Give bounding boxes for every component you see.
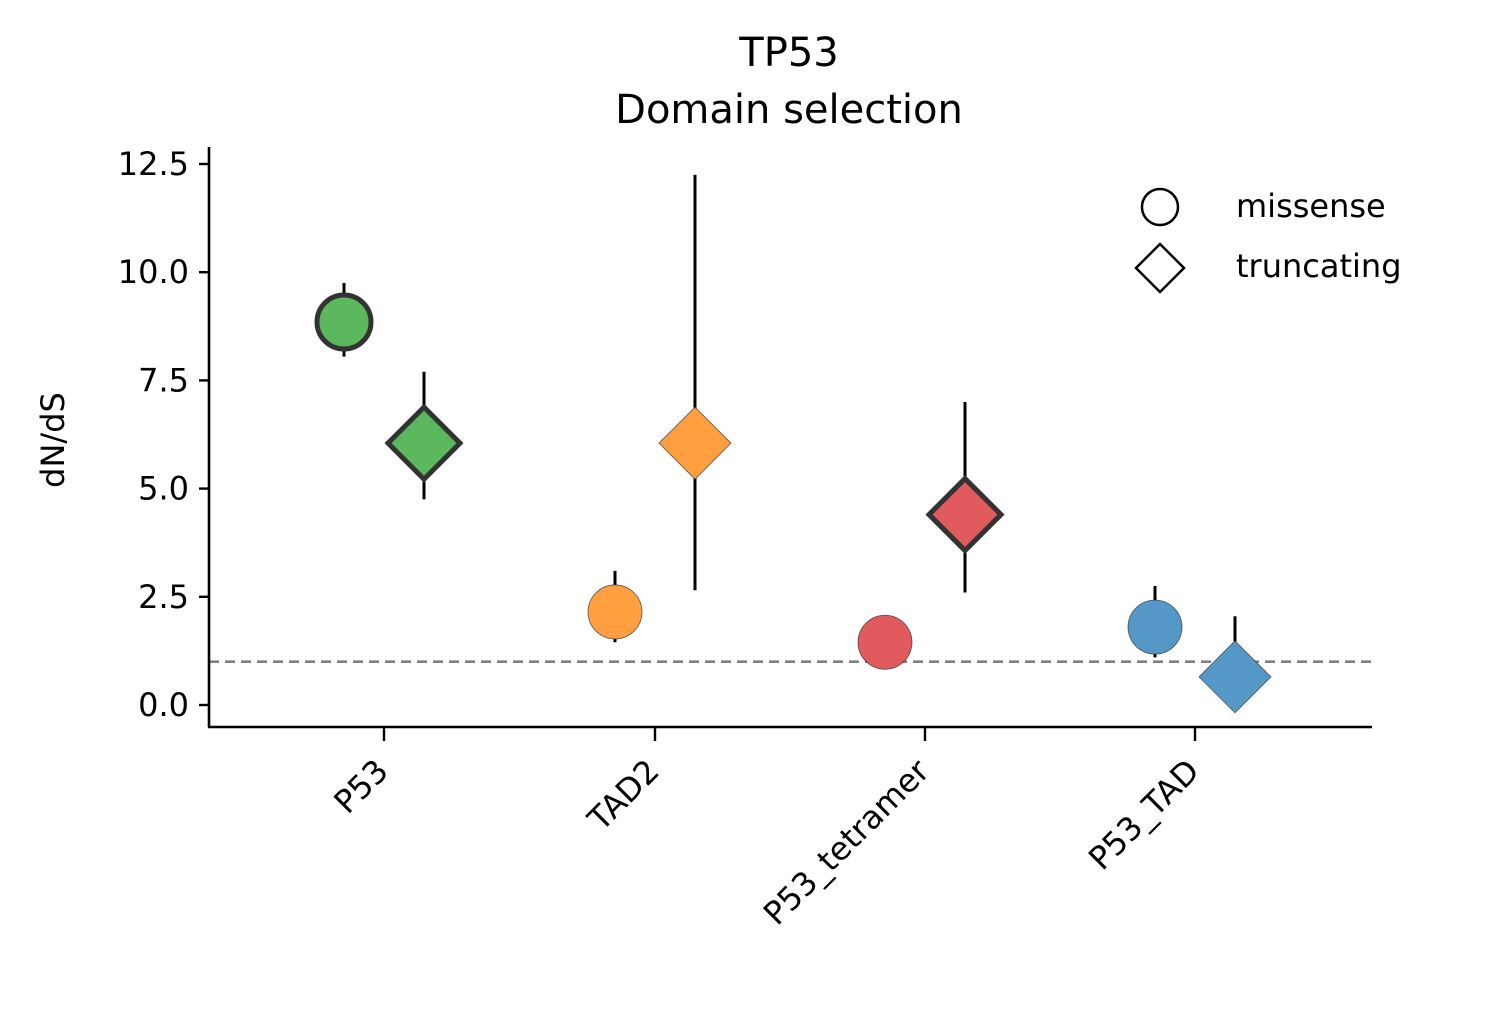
plot-area	[209, 174, 1372, 714]
point-missense-tad2	[587, 584, 643, 640]
legend: missense truncating	[1134, 187, 1402, 294]
legend-diamond-marker	[1134, 242, 1186, 294]
point-missense-p53-tetramer	[857, 614, 913, 670]
legend-label-missense: missense	[1236, 187, 1386, 225]
y-tick-label: 7.5	[138, 361, 189, 399]
y-tick-label: 2.5	[138, 578, 189, 616]
point-missense-p53-tad	[1127, 599, 1183, 655]
chart-title: TP53	[738, 30, 838, 76]
legend-label-truncating: truncating	[1236, 247, 1402, 285]
chart-subtitle: Domain selection	[615, 87, 963, 133]
y-tick-label: 0.0	[138, 686, 189, 724]
point-truncating-p53-tad	[1198, 640, 1272, 714]
y-tick-label: 5.0	[138, 470, 189, 508]
y-axis-label: dN/dS	[34, 392, 72, 488]
point-missense-p53	[314, 292, 374, 352]
point-truncating-tad2	[658, 406, 732, 480]
y-tick-label: 12.5	[118, 145, 189, 183]
point-truncating-p53-tetramer	[925, 475, 1005, 555]
legend-circle-marker	[1140, 187, 1180, 227]
y-tick-label: 10.0	[118, 253, 189, 291]
point-truncating-p53	[384, 403, 464, 483]
